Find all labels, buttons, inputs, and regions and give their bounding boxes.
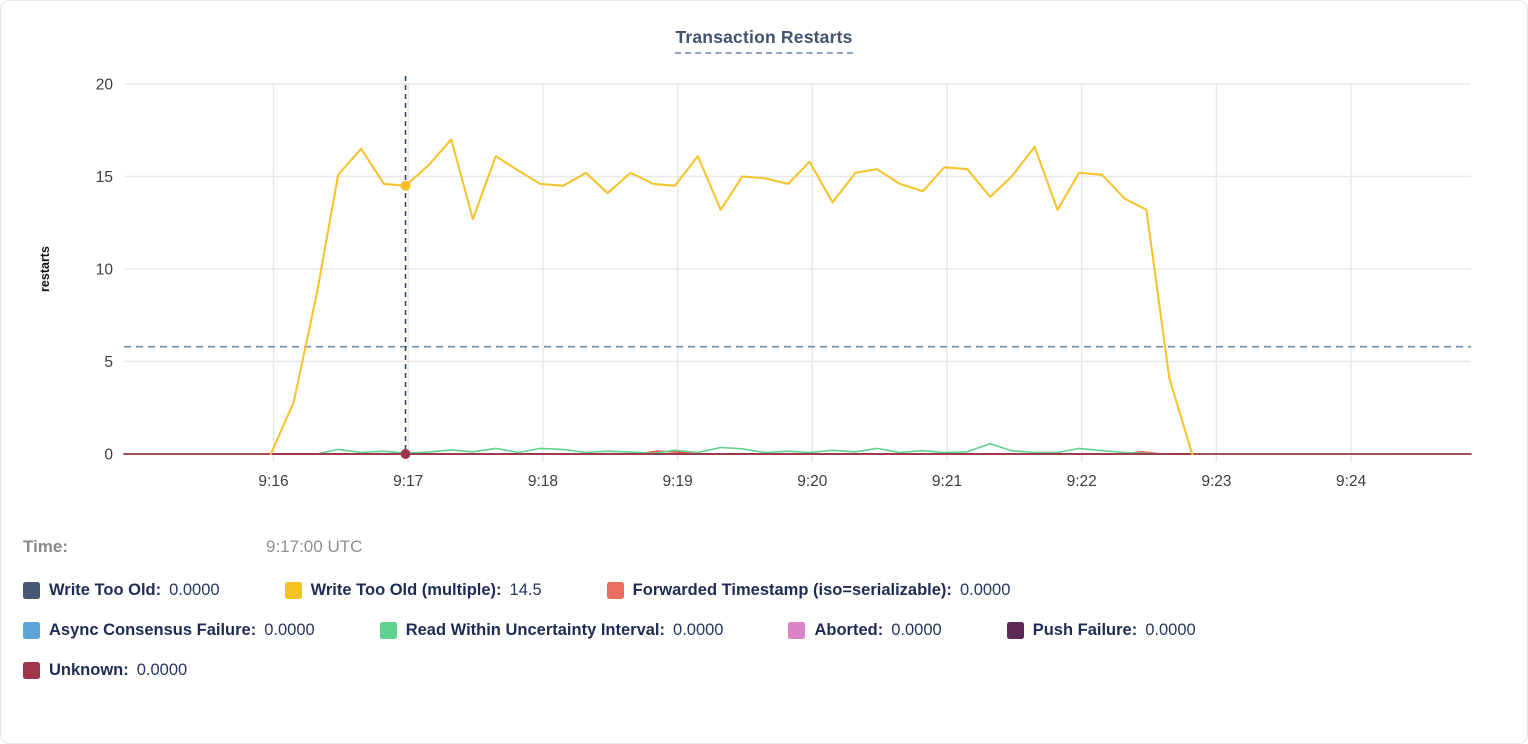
legend-item-read-within-uncertainty-interval: Read Within Uncertainty Interval: 0.0000 — [379, 621, 724, 640]
legend-label: Read Within Uncertainty Interval: — [405, 621, 666, 639]
time-label: Time: — [23, 537, 69, 556]
legend-value: 0.0000 — [169, 581, 220, 599]
time-readout: Time: 9:17:00 UTC — [23, 537, 1527, 557]
chart-title[interactable]: Transaction Restarts — [675, 27, 853, 54]
x-tick-label: 9:21 — [932, 473, 962, 490]
y-tick-label: 10 — [96, 262, 114, 279]
legend-swatch-icon — [379, 622, 397, 639]
legend-label: Async Consensus Failure: — [49, 621, 257, 639]
legend-item-async-consensus-failure: Async Consensus Failure: 0.0000 — [23, 621, 315, 640]
legend-swatch-icon — [23, 622, 40, 639]
series-line-read-within-uncertainty-interval — [315, 442, 1171, 455]
legend-row: Write Too Old: 0.0000 Write Too Old (multi… — [23, 581, 1527, 600]
y-tick-label: 5 — [104, 354, 113, 371]
legend-value: 0.0000 — [136, 661, 188, 679]
x-tick-label: 9:17 — [393, 473, 423, 490]
legend-label: Forwarded Timestamp (iso=serializable): — [632, 581, 952, 599]
transaction-restarts-chart[interactable]: 0 5 10 15 20 9:16 9:17 9:18 9:19 9:20 9:21 9:22 9:23… — [1, 63, 1528, 523]
hover-point-unknown — [400, 449, 411, 459]
y-tick-label: 0 — [104, 447, 113, 464]
legend-swatch-icon — [23, 662, 40, 679]
legend-label: Aborted: — [814, 621, 884, 639]
chart-legend: Write Too Old: 0.0000 Write Too Old (multi… — [23, 581, 1527, 680]
y-tick-label: 20 — [96, 77, 114, 94]
legend-value: 14.5 — [509, 581, 542, 599]
legend-label: Write Too Old: — [49, 581, 162, 599]
legend-label: Push Failure: — [1032, 621, 1138, 639]
x-tick-label: 9:20 — [797, 473, 828, 490]
legend-label: Write Too Old (multiple): — [310, 581, 502, 599]
y-axis-label: restarts — [38, 246, 52, 292]
legend-swatch-icon — [284, 582, 302, 599]
legend-value: 0.0000 — [1145, 621, 1196, 639]
legend-item-aborted: Aborted: 0.0000 — [788, 621, 942, 640]
legend-row: Unknown: 0.0000 — [23, 661, 1527, 680]
legend-item-push-failure: Push Failure: 0.0000 — [1006, 621, 1196, 640]
legend-swatch-icon — [23, 582, 40, 599]
y-tick-label: 15 — [96, 169, 113, 186]
chart-header: Transaction Restarts — [1, 1, 1527, 63]
legend-item-write-too-old-multiple: Write Too Old (multiple): 14.5 — [284, 581, 542, 600]
legend-item-unknown: Unknown: 0.0000 — [23, 661, 187, 680]
legend-label: Unknown: — [49, 661, 129, 679]
legend-item-write-too-old: Write Too Old: 0.0000 — [23, 581, 220, 600]
series-line-write-too-old-multiple — [269, 138, 1194, 456]
legend-row: Async Consensus Failure: 0.0000 Read Withi… — [23, 621, 1527, 640]
x-tick-label: 9:24 — [1336, 473, 1367, 490]
legend-swatch-icon — [788, 622, 806, 639]
legend-value: 0.0000 — [264, 621, 315, 639]
legend-swatch-icon — [606, 582, 624, 599]
x-tick-label: 9:16 — [258, 473, 288, 490]
legend-value: 0.0000 — [673, 621, 724, 639]
x-tick-label: 9:18 — [528, 473, 558, 490]
legend-value: 0.0000 — [891, 621, 942, 639]
legend-item-forwarded-timestamp-iso-serializable: Forwarded Timestamp (iso=serializable): 0… — [606, 581, 1011, 600]
x-tick-label: 9:23 — [1201, 473, 1231, 490]
hover-point-write-too-old-multiple — [400, 180, 411, 191]
legend-value: 0.0000 — [959, 581, 1011, 599]
x-tick-label: 9:19 — [663, 473, 693, 490]
time-value: 9:17:00 UTC — [266, 537, 363, 556]
x-tick-label: 9:22 — [1067, 473, 1097, 490]
legend-swatch-icon — [1006, 622, 1024, 639]
